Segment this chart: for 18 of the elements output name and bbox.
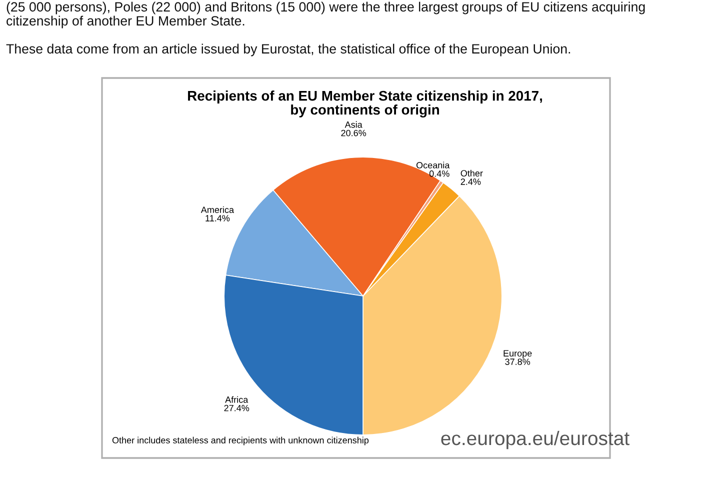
data-label: 11.4%	[206, 215, 230, 222]
slice-label: Other	[460, 170, 483, 176]
slice-label: America	[200, 206, 234, 214]
data-label: 2.4%	[460, 178, 481, 185]
chart-title: Recipients of an EU Member State citizenship in 2017, by continents of origin	[188, 90, 542, 118]
data-label: 37.8%	[505, 358, 530, 365]
slice-label: Europe	[504, 350, 532, 358]
text: Other includes stateless and recipients with unknown citizenship	[112, 436, 369, 446]
data-label: 0.4%	[429, 170, 450, 177]
text: citizenship of another EU Member State.	[6, 16, 244, 28]
slice-label: Africa	[225, 396, 248, 403]
data-label: 27.4%	[224, 404, 250, 412]
slice-label: Asia	[344, 121, 362, 128]
text: (25 000 persons), Poles (22 000) and Britons (15 000) were the three largest groups of EU citizens acquiring	[6, 2, 645, 14]
data-label: 20.6%	[341, 130, 366, 136]
text: ec.europa.eu/eurostat	[441, 430, 630, 450]
text: These data come from an article issued by Eurostat, the statistical office of the European Union.	[6, 44, 570, 56]
slice-label: Oceania	[416, 162, 450, 168]
